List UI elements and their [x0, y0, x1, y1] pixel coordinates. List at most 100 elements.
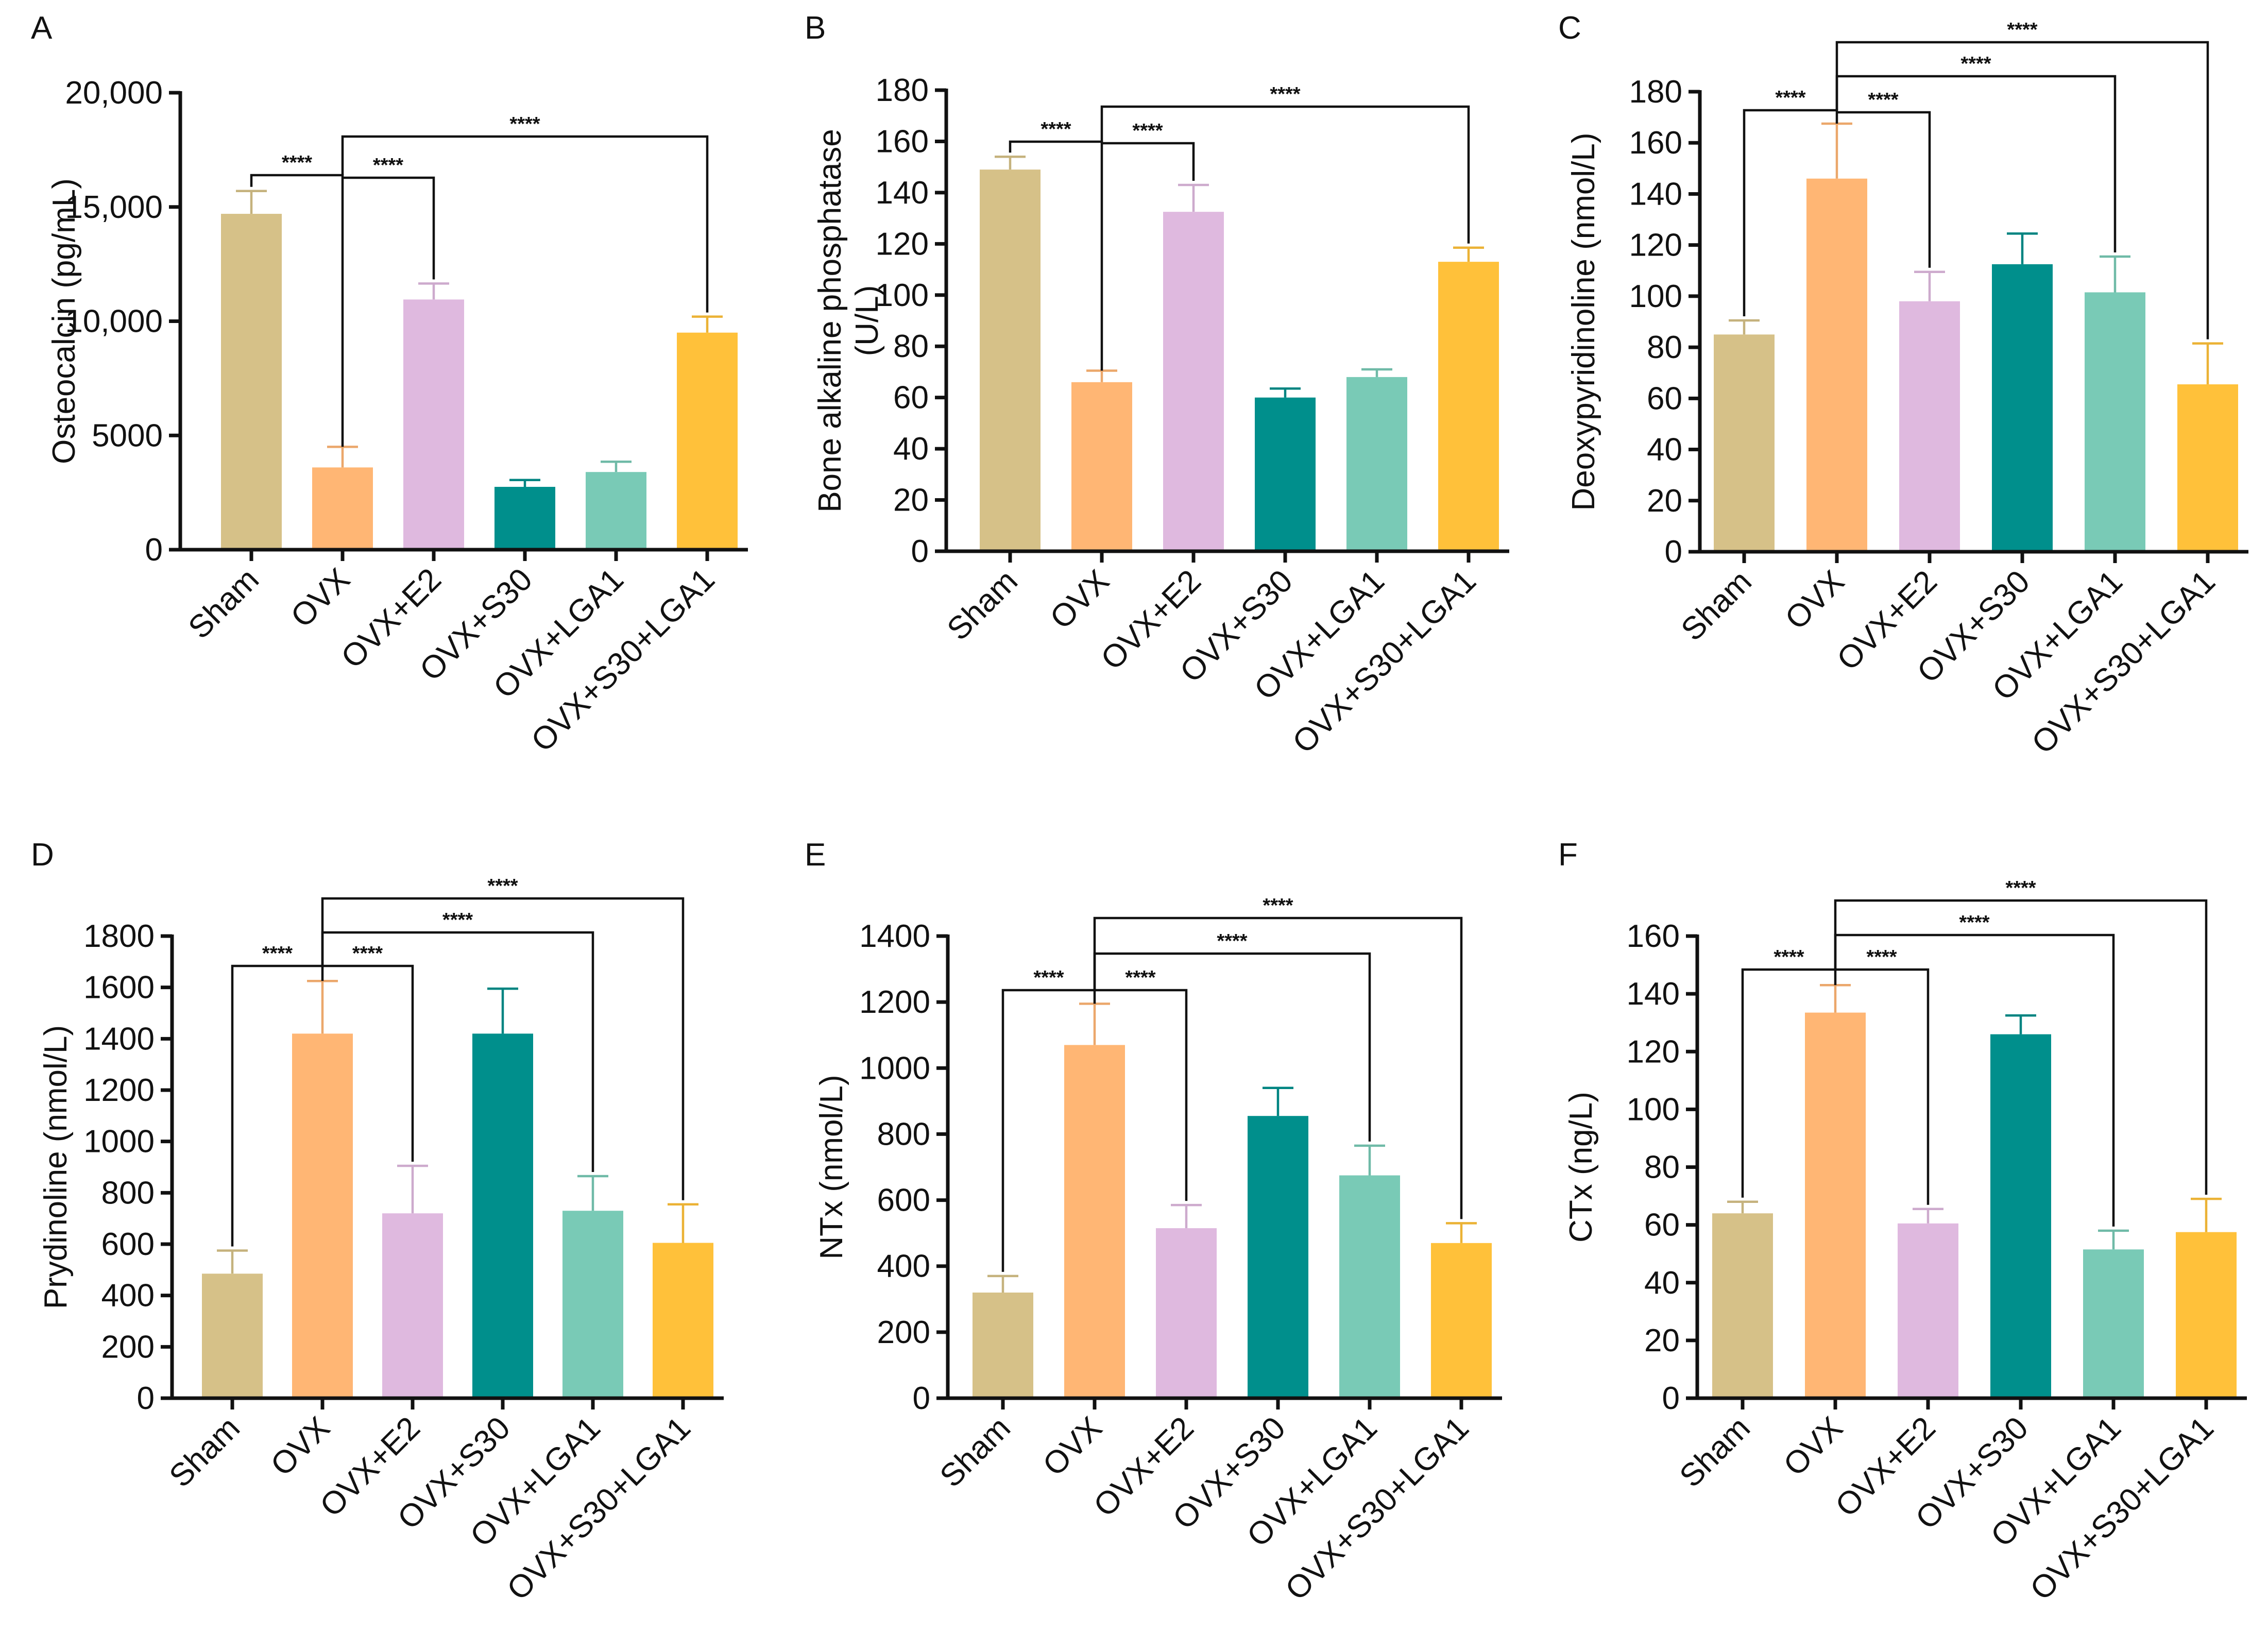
bar-ovx — [312, 467, 373, 550]
panel-letter: D — [31, 837, 54, 873]
x-tick-label: Sham — [933, 1410, 1017, 1494]
significance-label: **** — [2007, 19, 2037, 41]
significance-bracket — [1835, 968, 1930, 1205]
y-tick-label: 120 — [1629, 228, 1682, 263]
bar-ovx-lga1 — [1346, 377, 1407, 551]
significance-bracket — [343, 176, 435, 280]
y-tick-label: 800 — [877, 1116, 930, 1152]
y-tick-label: 1400 — [859, 919, 930, 954]
significance-bracket — [322, 964, 414, 1162]
y-tick-label: 40 — [893, 431, 929, 467]
y-tick-label: 800 — [101, 1175, 155, 1211]
bar-ovx-s30 — [1255, 397, 1316, 551]
axes — [1698, 90, 2248, 554]
axes — [1695, 935, 2247, 1400]
significance-bracket — [341, 135, 709, 313]
y-tick-label: 1800 — [83, 919, 155, 954]
bar-ovx-s30 — [1990, 1034, 2051, 1398]
bar-ovx — [1071, 382, 1132, 551]
bar-sham — [980, 169, 1041, 551]
y-tick-label: 1000 — [859, 1050, 930, 1086]
y-tick-label: 20,000 — [65, 75, 163, 111]
y-tick-label: 160 — [1629, 125, 1682, 161]
significance-label: **** — [1774, 946, 1804, 968]
panel-letter: E — [805, 837, 826, 873]
y-tick-label: 400 — [877, 1249, 930, 1284]
bar-ovx — [292, 1033, 353, 1398]
x-tick-label: OVX — [1777, 1410, 1850, 1483]
significance-bracket — [231, 964, 324, 1247]
significance-bracket — [1835, 41, 2209, 339]
significance-label: **** — [1041, 118, 1071, 140]
significance-label: **** — [1033, 967, 1064, 989]
significance-bracket — [1001, 989, 1096, 1272]
x-tick-label: Sham — [182, 562, 266, 646]
y-tick-label: 600 — [101, 1227, 155, 1262]
y-tick-label: 120 — [1627, 1034, 1680, 1069]
y-tick-label: 400 — [101, 1278, 155, 1314]
y-tick-label: 20 — [893, 483, 929, 518]
bar-sham — [202, 1274, 263, 1398]
significance-label: **** — [1217, 930, 1247, 952]
y-tick-label: 1200 — [859, 984, 930, 1020]
significance-label: **** — [1270, 83, 1300, 105]
y-axis-title: Bone alkaline phosphatase(U/L) — [812, 129, 885, 513]
y-tick-label: 140 — [1627, 976, 1680, 1012]
y-tick-label: 1200 — [83, 1073, 155, 1108]
y-tick-label: 100 — [876, 278, 929, 313]
bar-sham — [1714, 334, 1775, 552]
bar-ovx-e2 — [403, 299, 464, 550]
bar-sham — [221, 214, 282, 550]
significance-label: **** — [2005, 877, 2036, 899]
significance-bracket — [321, 897, 685, 1200]
significance-bracket — [1095, 989, 1188, 1201]
significance-bracket — [1741, 968, 1837, 1198]
significance-bracket — [1093, 916, 1463, 1219]
significance-label: **** — [1775, 87, 1805, 109]
x-tick-label: OVX — [284, 562, 357, 634]
significance-label: **** — [1125, 967, 1155, 989]
y-tick-label: 200 — [101, 1329, 155, 1365]
bar-ovx — [1064, 1045, 1125, 1398]
panel-letter: A — [31, 10, 53, 46]
x-tick-label: Sham — [163, 1410, 247, 1494]
significance-label: **** — [1868, 89, 1898, 111]
significance-label: **** — [1263, 895, 1293, 916]
y-tick-label: 1400 — [83, 1021, 155, 1057]
bar-ovx-lga1 — [562, 1211, 623, 1398]
y-axis-title: NTx (nmol/L) — [814, 1075, 849, 1259]
y-tick-label: 40 — [1644, 1265, 1680, 1301]
significance-bracket — [250, 174, 344, 447]
x-tick-label: Sham — [941, 563, 1025, 647]
y-axis-title: Osteocalcin (pg/mL) — [46, 178, 82, 464]
bar-ovx-s30-lga1 — [677, 332, 738, 550]
bar-ovx-s30 — [1992, 264, 2053, 552]
significance-bracket — [1102, 142, 1195, 181]
y-tick-label: 160 — [1627, 919, 1680, 954]
y-tick-label: 200 — [877, 1315, 930, 1350]
y-tick-label: 140 — [876, 175, 929, 211]
bar-sham — [973, 1292, 1033, 1398]
y-axis-title: Prydinoline (nmol/L) — [38, 1025, 74, 1309]
y-tick-label: 0 — [911, 534, 929, 569]
y-axis-title: CTx (ng/L) — [1563, 1092, 1599, 1243]
y-tick-label: 180 — [876, 73, 929, 108]
significance-label: **** — [373, 155, 403, 176]
y-tick-label: 10,000 — [65, 304, 163, 339]
significance-label: **** — [1866, 946, 1897, 968]
bar-ovx-s30-lga1 — [2177, 384, 2238, 552]
bar-ovx-s30-lga1 — [1431, 1243, 1492, 1398]
bar-ovx-s30-lga1 — [653, 1243, 713, 1398]
bar-ovx-lga1 — [2085, 292, 2145, 552]
y-tick-label: 600 — [877, 1183, 930, 1218]
bar-ovx-lga1 — [2083, 1249, 2144, 1398]
y-tick-label: 180 — [1629, 74, 1682, 110]
panel-letter: B — [805, 10, 826, 46]
y-tick-label: 1600 — [83, 970, 155, 1006]
bar-ovx-e2 — [1899, 301, 1960, 552]
significance-bracket — [1743, 109, 1838, 317]
